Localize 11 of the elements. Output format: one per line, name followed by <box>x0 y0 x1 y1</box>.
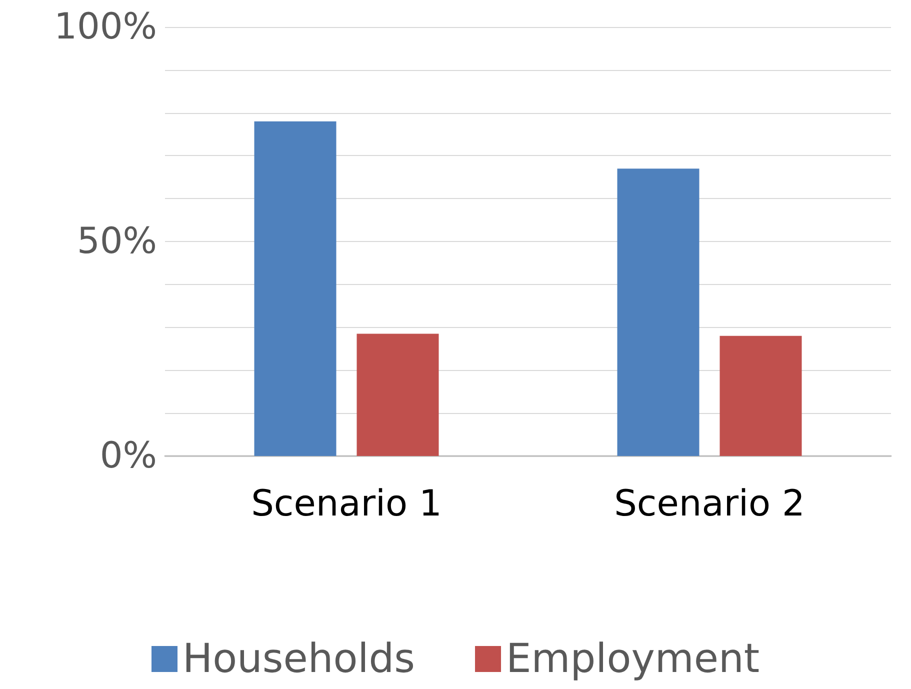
bar <box>617 168 700 456</box>
bar <box>356 334 439 456</box>
y-tick-label: 0% <box>100 436 157 476</box>
x-tick-label: Scenario 2 <box>614 484 805 524</box>
legend-label: Households <box>182 636 416 682</box>
bar <box>254 121 336 456</box>
x-tick-label: Scenario 1 <box>251 484 442 524</box>
legend-label: Employment <box>506 636 760 682</box>
y-tick-label: 50% <box>76 221 157 262</box>
y-tick-label: 100% <box>54 6 157 48</box>
bar <box>720 336 802 456</box>
